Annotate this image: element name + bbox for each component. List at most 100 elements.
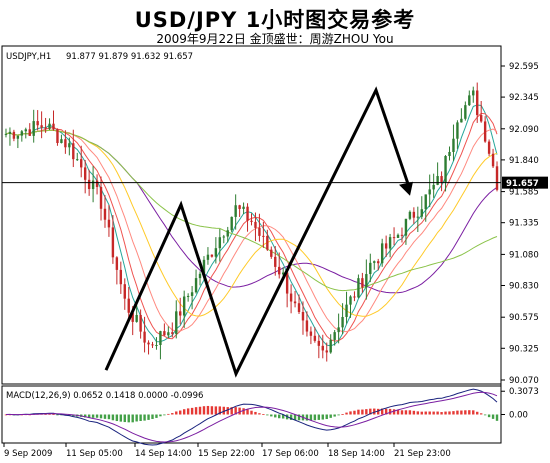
candle-body: [190, 292, 194, 296]
candles: [4, 82, 499, 362]
macd-histogram-bar: [226, 407, 229, 415]
macd-histogram-bar: [270, 414, 273, 417]
macd-histogram-bar: [175, 411, 178, 415]
price-tick-label: 92.345: [509, 93, 539, 103]
macd-histogram-bar: [190, 407, 194, 415]
moving-average-line: [5, 104, 498, 347]
macd-histogram-bar: [87, 414, 91, 419]
time-tick-label: 15 Sep 22:00: [198, 449, 255, 459]
candle-body: [270, 249, 273, 257]
candle-body: [179, 311, 182, 316]
candle-body: [333, 332, 336, 340]
candle-body: [202, 259, 206, 274]
candle-body: [424, 194, 427, 210]
macd-histogram-bar: [214, 406, 218, 415]
macd-histogram-bar: [182, 409, 186, 415]
macd-histogram-bar: [167, 413, 170, 415]
candle-body: [230, 216, 233, 231]
candle-body: [123, 284, 126, 299]
macd-histogram-bar: [432, 411, 435, 415]
macd-histogram-bar: [198, 406, 202, 415]
macd-histogram-bar: [400, 410, 404, 415]
candle-body: [278, 266, 281, 275]
price-tick-label: 91.080: [509, 250, 539, 260]
candle-body: [301, 311, 305, 321]
candle-body: [131, 312, 134, 322]
candle-body: [428, 189, 431, 195]
candle-body: [99, 186, 103, 209]
candle-body: [297, 303, 301, 312]
macd-histogram-bar: [139, 414, 142, 422]
candle-body: [8, 131, 12, 134]
macd-histogram-bar: [349, 411, 352, 415]
macd-line: [5, 388, 498, 446]
candle-body: [495, 166, 499, 190]
time-tick-label: 14 Sep 14:00: [135, 449, 192, 459]
macd-histogram-bar: [384, 408, 388, 415]
candle-body: [258, 227, 261, 236]
candle-body: [321, 345, 324, 351]
macd-histogram-bar: [222, 406, 225, 415]
candle-body: [159, 331, 162, 345]
candle-body: [87, 179, 91, 190]
macd-histogram-bar: [404, 410, 408, 415]
macd-histogram-bar: [345, 412, 348, 415]
macd-histogram-bar: [487, 414, 491, 418]
candle-body: [491, 153, 495, 167]
candle-body: [210, 254, 214, 257]
candle-body: [420, 209, 423, 217]
macd-histogram-bar: [321, 414, 324, 420]
macd-histogram-bar: [163, 414, 166, 416]
candle-body: [139, 314, 142, 332]
candle-body: [83, 167, 87, 180]
macd-histogram-bar: [476, 411, 479, 415]
candle-body: [476, 90, 479, 116]
macd-histogram-bar: [254, 411, 257, 415]
candle-body: [305, 320, 309, 332]
candle-body: [365, 274, 368, 288]
price-tick-label: 90.830: [509, 281, 539, 291]
candle-body: [28, 129, 31, 136]
candle-body: [242, 206, 245, 209]
ohlc-label: 91.877 91.879 91.632 91.657: [66, 52, 193, 62]
current-price-text: 91.657: [506, 179, 539, 189]
candle-body: [171, 332, 174, 334]
macd-histogram-bar: [135, 414, 138, 422]
macd-histogram-bar: [377, 408, 380, 415]
zigzag-line: [104, 86, 412, 378]
candle-body: [274, 256, 277, 267]
candle-body: [384, 243, 388, 249]
price-tick-label: 91.840: [509, 156, 539, 166]
macd-histogram-bar: [281, 414, 285, 419]
macd-histogram-bar: [297, 414, 301, 421]
candle-body: [36, 121, 39, 126]
macd-histogram-bar: [369, 408, 372, 415]
candle-body: [48, 123, 51, 129]
macd-tick-label: 0.3073: [509, 387, 539, 397]
macd-histogram-bar: [99, 414, 103, 419]
candle-body: [293, 301, 297, 304]
candle-body: [234, 205, 237, 217]
macd-histogram-bar: [143, 414, 146, 421]
candle-body: [380, 243, 384, 264]
macd-histogram-bar: [68, 414, 71, 416]
macd-histogram-bar: [337, 414, 340, 416]
candle-body: [4, 133, 8, 135]
candle-body: [373, 261, 376, 263]
candle-body: [206, 254, 210, 260]
current-price-line: 91.657: [2, 176, 548, 189]
candle-body: [95, 180, 99, 187]
macd-histogram-bar: [495, 414, 499, 421]
zigzag-overlay: [104, 86, 413, 378]
candle-body: [361, 278, 364, 288]
macd-histogram-bar: [464, 410, 467, 415]
candle-body: [392, 237, 396, 239]
macd-histogram-bar: [103, 414, 107, 419]
price-tick-label: 91.585: [509, 188, 539, 198]
candle-body: [341, 316, 344, 328]
candle-body: [127, 298, 130, 313]
candle-body: [214, 248, 218, 257]
macd-histogram-bar: [4, 414, 8, 416]
macd-histogram-bar: [309, 414, 313, 421]
